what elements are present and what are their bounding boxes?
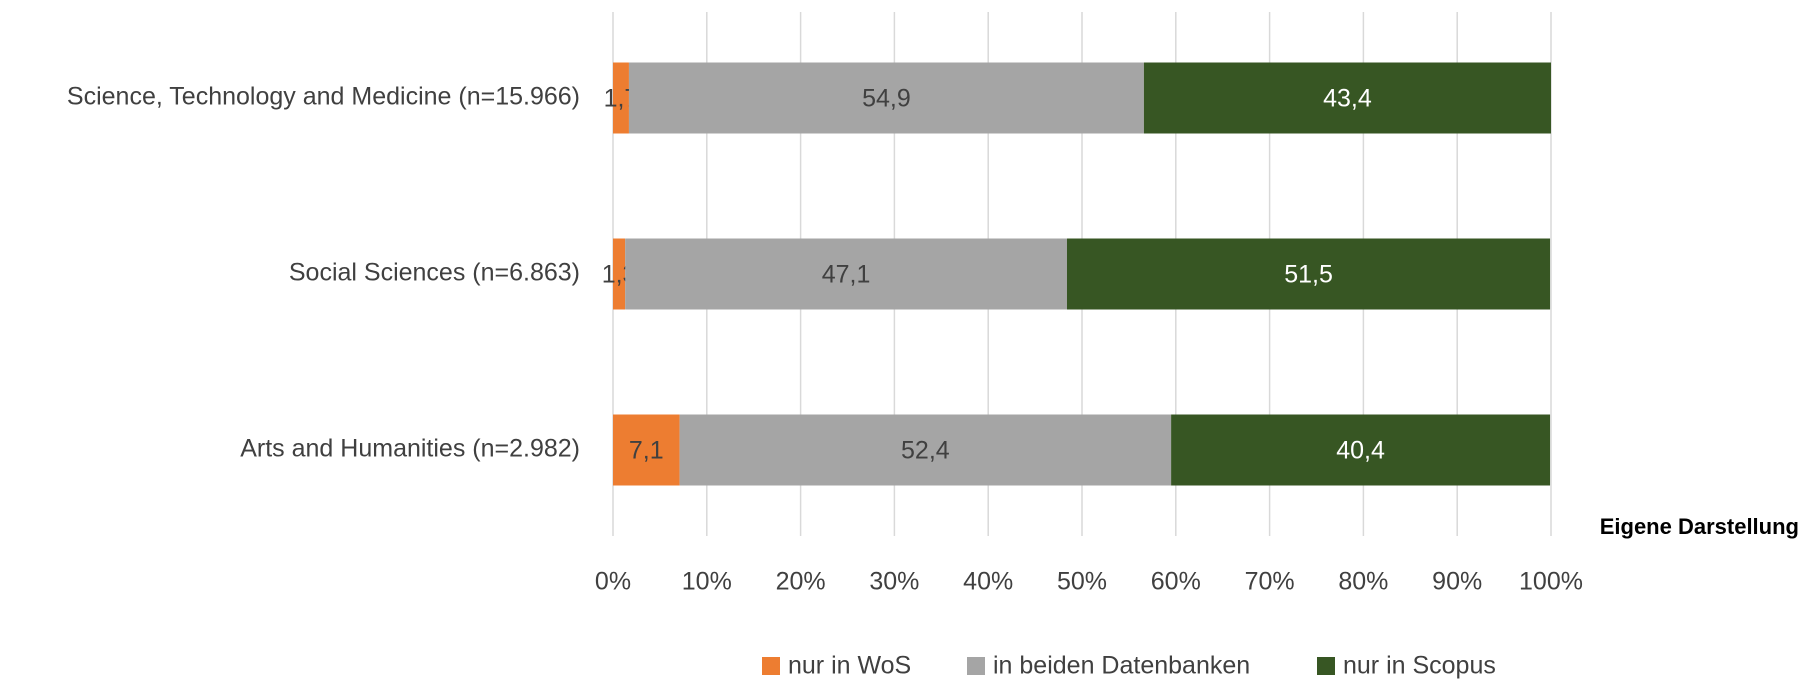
data-label: 54,9: [862, 85, 911, 113]
x-tick-label: 20%: [776, 568, 826, 596]
legend-swatch: [967, 657, 985, 675]
x-tick-label: 30%: [869, 568, 919, 596]
bar-segment: [1066, 238, 1551, 310]
y-tick-label: Social Sciences (n=6.863): [289, 259, 580, 287]
data-label: 40,4: [1336, 437, 1385, 465]
data-label: 43,4: [1323, 85, 1372, 113]
bar-segment: [628, 62, 1144, 134]
bar-segment: [613, 62, 629, 134]
x-tick-label: 10%: [682, 568, 732, 596]
bar-segment: [1143, 62, 1551, 134]
x-tick-label: 60%: [1151, 568, 1201, 596]
x-tick-label: 40%: [963, 568, 1013, 596]
y-tick-label: Science, Technology and Medicine (n=15.9…: [67, 83, 580, 111]
y-tick-label: Arts and Humanities (n=2.982): [240, 435, 580, 463]
legend-swatch: [1317, 657, 1335, 675]
data-label: 7,1: [629, 437, 664, 465]
x-tick-label: 0%: [595, 568, 631, 596]
x-tick-label: 70%: [1245, 568, 1295, 596]
bar-segment: [1171, 414, 1551, 486]
legend-label: in beiden Datenbanken: [993, 652, 1250, 680]
data-label: 52,4: [901, 437, 950, 465]
x-tick-label: 100%: [1519, 568, 1583, 596]
legend-swatch: [762, 657, 780, 675]
bar-segment: [679, 414, 1172, 486]
x-tick-label: 80%: [1338, 568, 1388, 596]
bar-segment: [613, 414, 680, 486]
x-tick-label: 90%: [1432, 568, 1482, 596]
annotation: Eigene Darstellung: [1600, 514, 1799, 539]
bar-segment: [625, 238, 1067, 310]
data-label: 47,1: [822, 261, 871, 289]
legend-label: nur in Scopus: [1343, 652, 1496, 680]
legend-label: nur in WoS: [788, 652, 911, 680]
data-label: 51,5: [1284, 261, 1333, 289]
x-tick-label: 50%: [1057, 568, 1107, 596]
bar-segment: [613, 238, 626, 310]
